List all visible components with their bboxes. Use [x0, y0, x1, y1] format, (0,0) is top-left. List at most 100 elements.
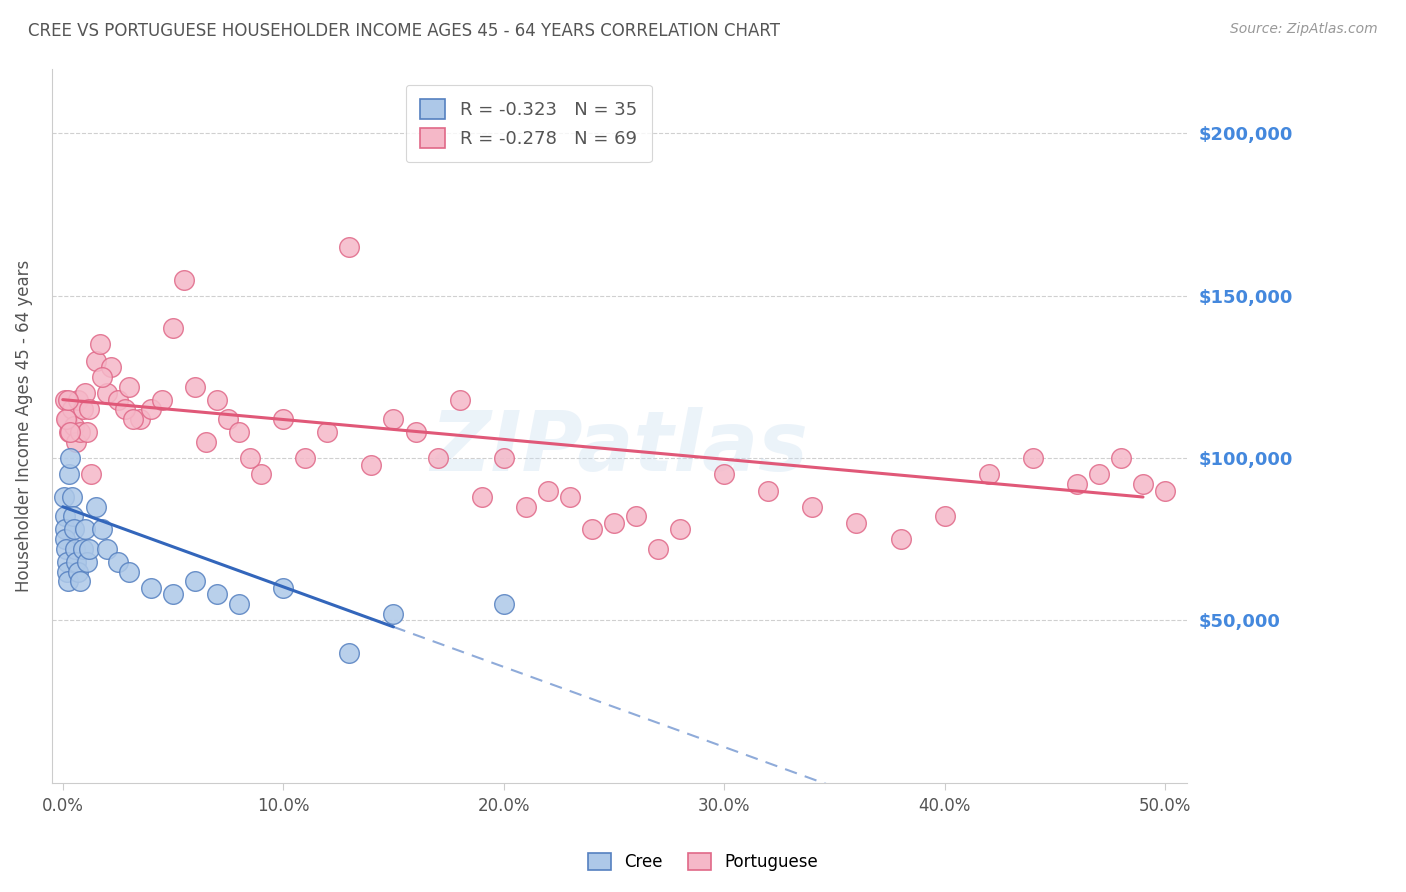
Text: Source: ZipAtlas.com: Source: ZipAtlas.com	[1230, 22, 1378, 37]
Point	[129, 412, 152, 426]
Point	[271, 412, 294, 426]
Point	[91, 523, 114, 537]
Text: ZIPatlas: ZIPatlas	[430, 407, 808, 488]
Point	[59, 451, 82, 466]
Point	[150, 392, 173, 407]
Point	[73, 523, 96, 537]
Point	[239, 451, 262, 466]
Point	[56, 412, 79, 426]
Legend: R = -0.323   N = 35, R = -0.278   N = 69: R = -0.323 N = 35, R = -0.278 N = 69	[406, 85, 651, 162]
Point	[55, 555, 77, 569]
Point	[889, 532, 911, 546]
Point	[53, 509, 76, 524]
Point	[449, 392, 471, 407]
Point	[471, 490, 494, 504]
Point	[118, 379, 141, 393]
Point	[96, 541, 118, 556]
Point	[337, 646, 360, 660]
Point	[801, 500, 824, 514]
Point	[84, 500, 107, 514]
Point	[426, 451, 449, 466]
Point	[65, 555, 87, 569]
Point	[1066, 477, 1088, 491]
Point	[77, 402, 100, 417]
Point	[316, 425, 339, 439]
Point	[162, 587, 184, 601]
Point	[91, 370, 114, 384]
Point	[84, 353, 107, 368]
Point	[173, 272, 195, 286]
Point	[228, 425, 250, 439]
Point	[139, 402, 162, 417]
Point	[647, 541, 669, 556]
Point	[162, 321, 184, 335]
Point	[228, 597, 250, 611]
Point	[713, 467, 735, 482]
Point	[60, 402, 83, 417]
Point	[77, 541, 100, 556]
Point	[405, 425, 427, 439]
Point	[492, 451, 515, 466]
Point	[80, 467, 103, 482]
Point	[55, 532, 77, 546]
Point	[58, 425, 80, 439]
Point	[1132, 477, 1154, 491]
Point	[1109, 451, 1132, 466]
Point	[73, 386, 96, 401]
Text: CREE VS PORTUGUESE HOUSEHOLDER INCOME AGES 45 - 64 YEARS CORRELATION CHART: CREE VS PORTUGUESE HOUSEHOLDER INCOME AG…	[28, 22, 780, 40]
Point	[114, 402, 136, 417]
Point	[60, 490, 83, 504]
Point	[205, 587, 228, 601]
Point	[360, 458, 382, 472]
Point	[195, 434, 218, 449]
Point	[581, 523, 603, 537]
Point	[63, 541, 86, 556]
Point	[537, 483, 560, 498]
Point	[845, 516, 868, 530]
Point	[515, 500, 537, 514]
Point	[72, 402, 94, 417]
Point	[184, 379, 207, 393]
Point	[624, 509, 647, 524]
Point	[65, 434, 87, 449]
Legend: Cree, Portuguese: Cree, Portuguese	[579, 845, 827, 880]
Point	[56, 565, 79, 579]
Point	[58, 574, 80, 589]
Point	[250, 467, 273, 482]
Point	[603, 516, 626, 530]
Point	[59, 425, 82, 439]
Point	[118, 565, 141, 579]
Y-axis label: Householder Income Ages 45 - 64 years: Householder Income Ages 45 - 64 years	[15, 260, 32, 591]
Point	[1022, 451, 1045, 466]
Point	[934, 509, 956, 524]
Point	[184, 574, 207, 589]
Point	[62, 509, 84, 524]
Point	[756, 483, 779, 498]
Point	[55, 541, 77, 556]
Point	[139, 581, 162, 595]
Point	[382, 607, 405, 621]
Point	[294, 451, 316, 466]
Point	[67, 392, 90, 407]
Point	[217, 412, 239, 426]
Point	[76, 555, 98, 569]
Point	[72, 541, 94, 556]
Point	[53, 392, 76, 407]
Point	[52, 490, 75, 504]
Point	[337, 240, 360, 254]
Point	[76, 425, 98, 439]
Point	[62, 418, 84, 433]
Point	[62, 523, 84, 537]
Point	[271, 581, 294, 595]
Point	[58, 392, 80, 407]
Point	[492, 597, 515, 611]
Point	[558, 490, 581, 504]
Point	[107, 555, 129, 569]
Point	[1088, 467, 1111, 482]
Point	[977, 467, 1000, 482]
Point	[669, 523, 692, 537]
Point	[96, 386, 118, 401]
Point	[1154, 483, 1177, 498]
Point	[205, 392, 228, 407]
Point	[382, 412, 405, 426]
